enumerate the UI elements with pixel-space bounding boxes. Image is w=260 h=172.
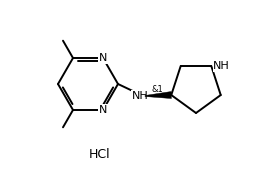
Polygon shape (145, 92, 171, 99)
Text: N: N (99, 105, 107, 115)
Text: N: N (99, 53, 107, 63)
Text: &1: &1 (151, 84, 163, 94)
Text: NH: NH (132, 91, 148, 101)
Text: HCl: HCl (89, 148, 111, 160)
Text: NH: NH (213, 61, 230, 71)
